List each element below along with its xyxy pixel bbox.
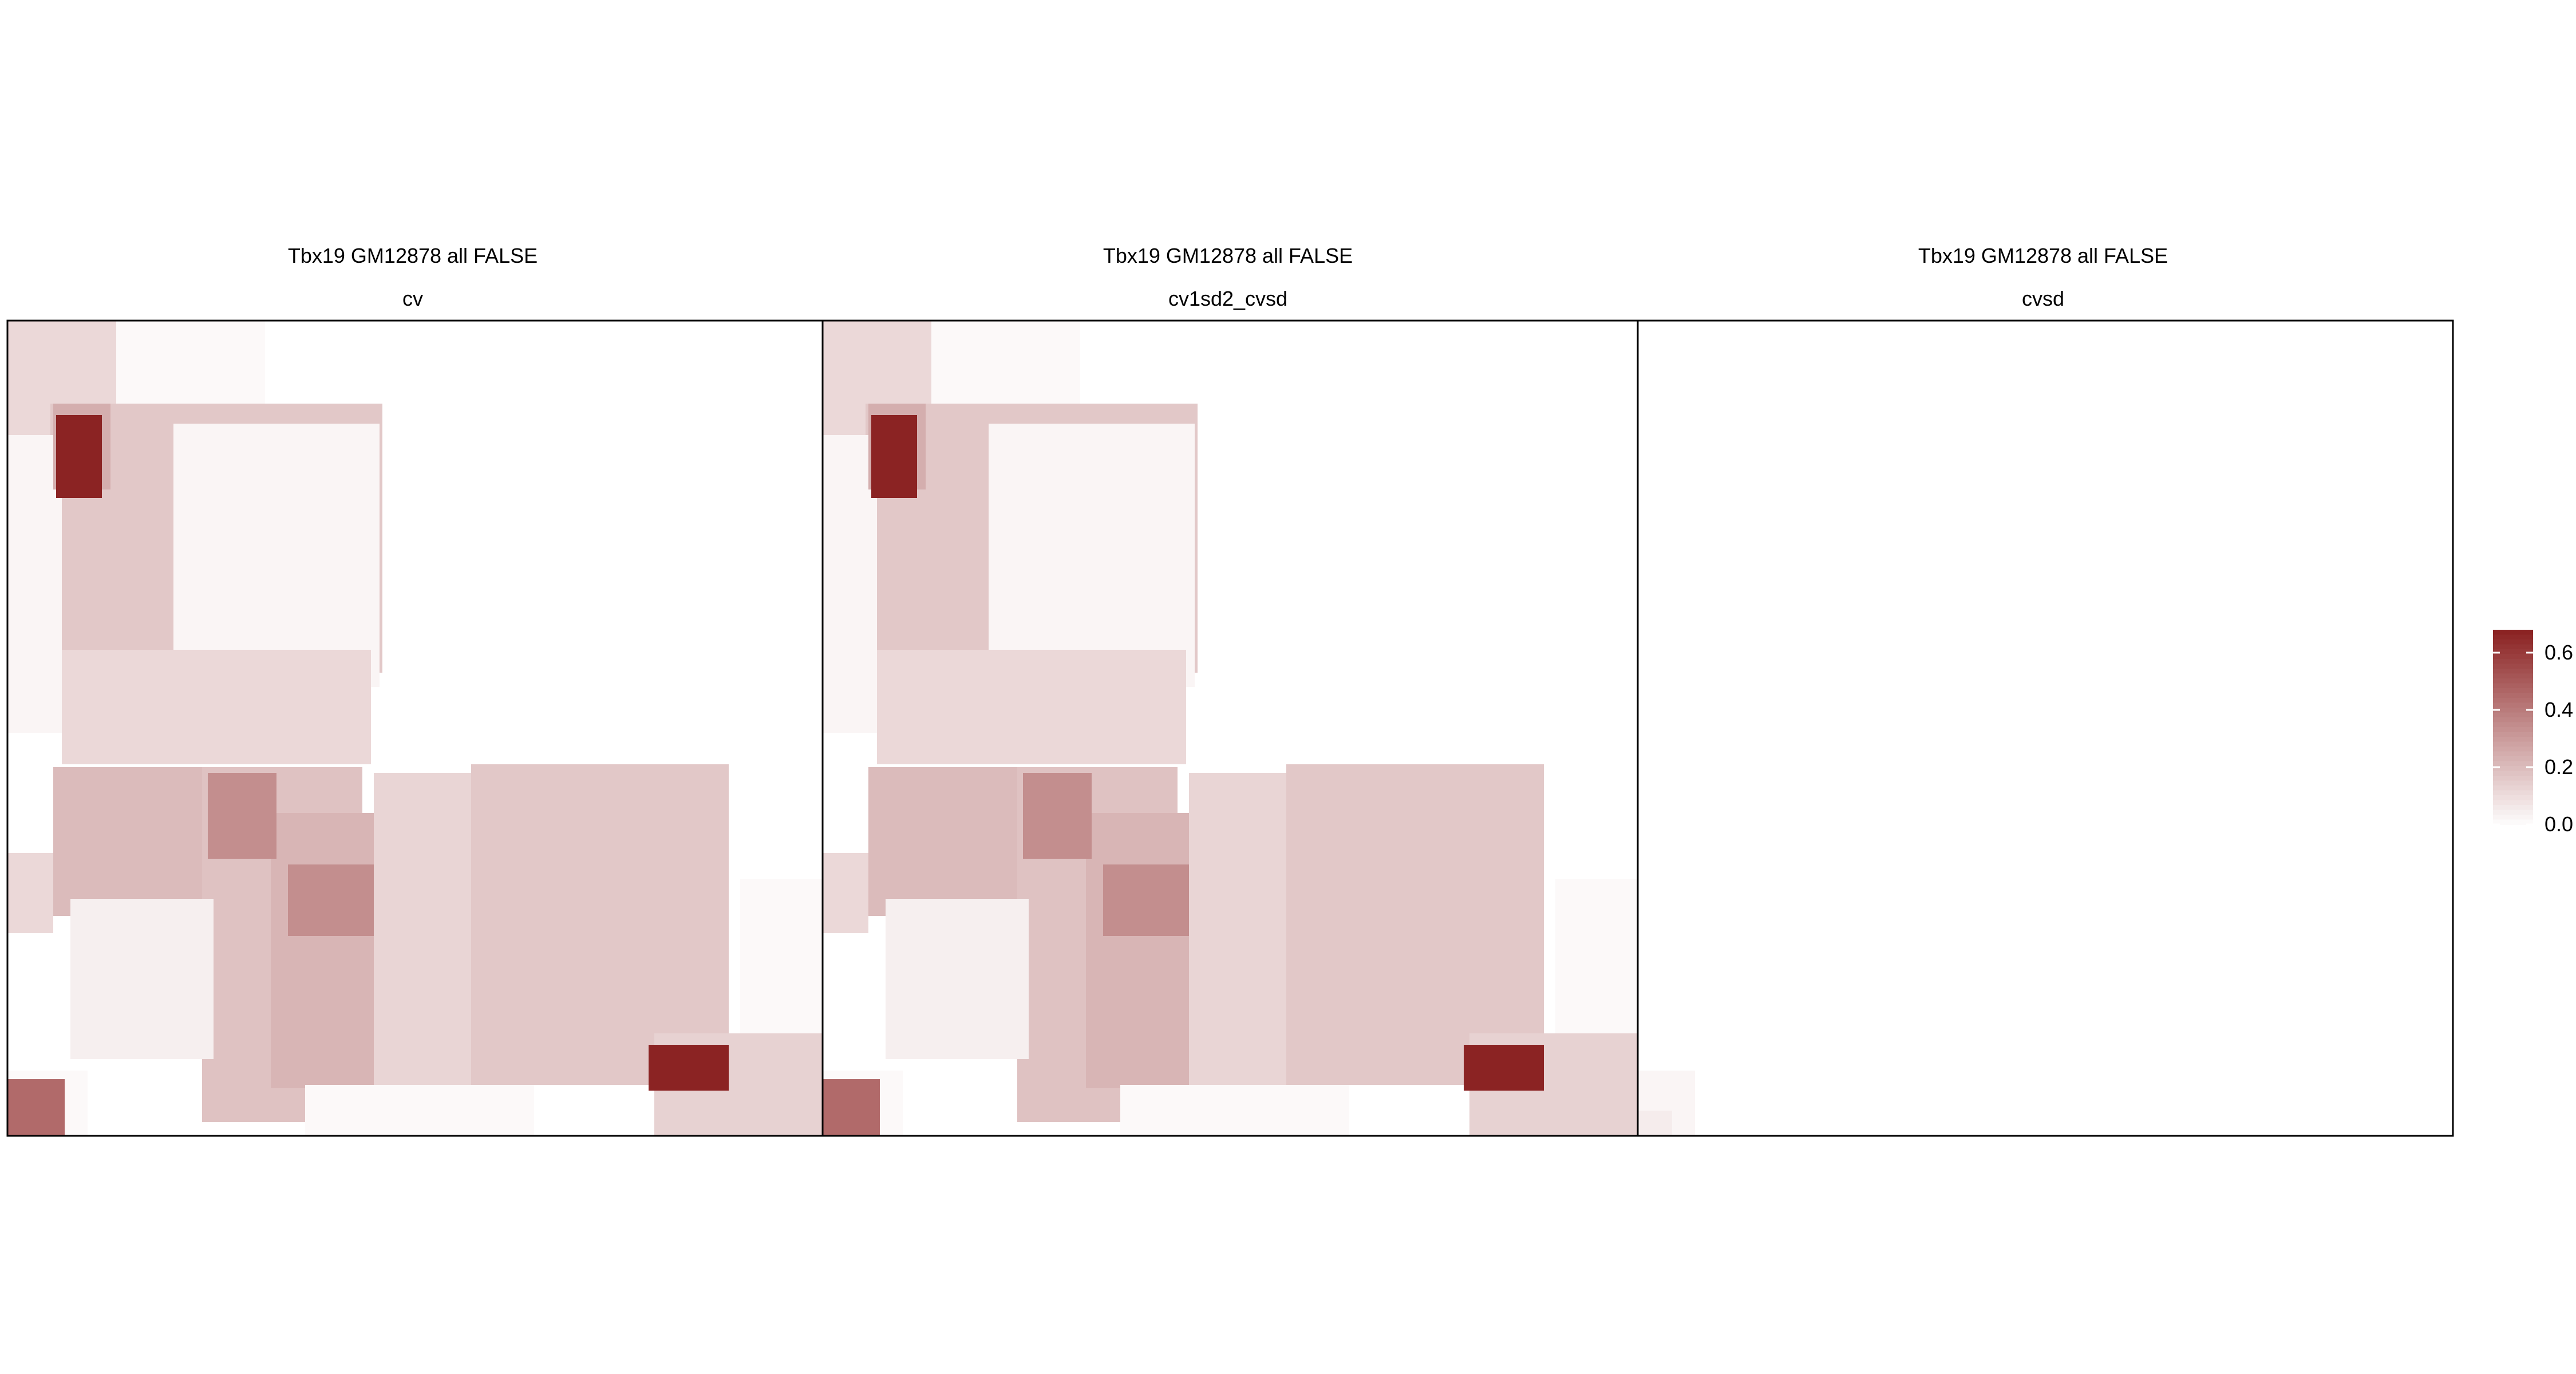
heatmap-cell [989, 424, 1195, 687]
legend-gradient-segment [2493, 737, 2533, 743]
heatmap-cell [1638, 1111, 1672, 1136]
legend-gradient-segment [2493, 698, 2533, 704]
legend-gradient-segment [2493, 771, 2533, 776]
legend-gradient-segment [2493, 805, 2533, 811]
panel-3-subtitle: cvsd [2022, 287, 2064, 310]
legend-gradient-segment [2493, 634, 2533, 640]
legend-gradient-segment [2493, 649, 2533, 655]
legend-gradient-segment [2493, 790, 2533, 796]
heatmap-cell [931, 321, 1080, 404]
heatmap-cell [70, 899, 214, 1059]
heatmap-cell [62, 650, 371, 764]
heatmap-cell [288, 864, 374, 936]
panel-1-title: Tbx19 GM12878 all FALSE [288, 244, 538, 267]
legend-gradient-segment [2493, 776, 2533, 781]
legend-gradient-segment [2493, 644, 2533, 650]
legend-gradient-segment [2493, 664, 2533, 669]
legend-gradient-segment [2493, 810, 2533, 815]
panel-2-cells [823, 321, 1638, 1136]
legend-gradient-segment [2493, 727, 2533, 733]
legend-tick-label: 0.2 [2545, 755, 2573, 779]
heatmap-cell [1464, 1045, 1544, 1091]
heatmap-cell [823, 1079, 880, 1136]
legend-gradient-segment [2493, 747, 2533, 752]
legend-gradient-segment [2493, 732, 2533, 737]
heatmap-cell [1023, 773, 1092, 859]
heatmap-cell [877, 650, 1186, 764]
legend-gradient-segment [2493, 673, 2533, 679]
panel-2-title: Tbx19 GM12878 all FALSE [1103, 244, 1353, 267]
legend-gradient-segment [2493, 669, 2533, 674]
legend-gradient-segment [2493, 780, 2533, 786]
legend-gradient-segment [2493, 819, 2533, 825]
legend-gradient-segment [2493, 815, 2533, 820]
heatmap-cell [7, 1079, 65, 1136]
heatmap-cell [305, 1085, 534, 1136]
color-legend: 0.0 0.2 0.4 0.6 [2493, 630, 2573, 836]
heatmap-cell [823, 435, 877, 733]
heatmap-cell [1286, 764, 1544, 1085]
heatmap-cell [649, 1045, 729, 1091]
legend-gradient-segment [2493, 766, 2533, 772]
legend-tick-label: 0.6 [2545, 641, 2573, 664]
legend-gradient-segment [2493, 712, 2533, 718]
heatmap-cell [56, 415, 102, 498]
legend-gradient-segment [2493, 630, 2533, 635]
heatmap-cell [471, 764, 729, 1085]
legend-gradient-segment [2493, 683, 2533, 689]
legend-gradient-segment [2493, 702, 2533, 708]
heatmap-cell [871, 415, 917, 498]
legend-gradient-segment [2493, 761, 2533, 767]
legend-gradient-segment [2493, 717, 2533, 723]
heatmap-cell [1120, 1085, 1349, 1136]
legend-gradient-segment [2493, 708, 2533, 713]
legend-gradient-segment [2493, 654, 2533, 660]
heatmap-cell [7, 853, 53, 933]
panel-3-frame [1637, 319, 2454, 1137]
heatmap-cell [7, 435, 62, 733]
legend-gradient-segment [2493, 795, 2533, 801]
legend-gradient-segment [2493, 722, 2533, 728]
legend-gradient-segment [2493, 659, 2533, 665]
panel-3-cells [1638, 1071, 1695, 1136]
heatmap-cell [173, 424, 380, 687]
heatmap-cell [823, 853, 868, 933]
heatmap-cell [886, 899, 1029, 1059]
panel-1-cells [7, 321, 823, 1136]
legend-gradient-segment [2493, 751, 2533, 757]
legend-tick-label: 0.4 [2545, 698, 2573, 721]
heatmap-cell [116, 321, 265, 404]
heatmap-cell [1086, 813, 1200, 1088]
heatmap-cell [271, 813, 385, 1088]
legend-gradient-segment [2493, 693, 2533, 698]
legend-gradient-segment [2493, 688, 2533, 694]
legend-gradient-segment [2493, 741, 2533, 747]
panel-3-title: Tbx19 GM12878 all FALSE [1918, 244, 2168, 267]
heatmap-cell [208, 773, 276, 859]
legend-gradient-segment [2493, 639, 2533, 645]
legend-gradient-segment [2493, 756, 2533, 762]
legend-gradient-segment [2493, 678, 2533, 684]
legend-gradient-segment [2493, 785, 2533, 791]
panel-2-subtitle: cv1sd2_cvsd [1168, 287, 1287, 310]
legend-gradient-segment [2493, 800, 2533, 806]
panel-1-subtitle: cv [402, 287, 423, 310]
heatmap-cell [1103, 864, 1189, 936]
legend-tick-label: 0.0 [2545, 812, 2573, 836]
